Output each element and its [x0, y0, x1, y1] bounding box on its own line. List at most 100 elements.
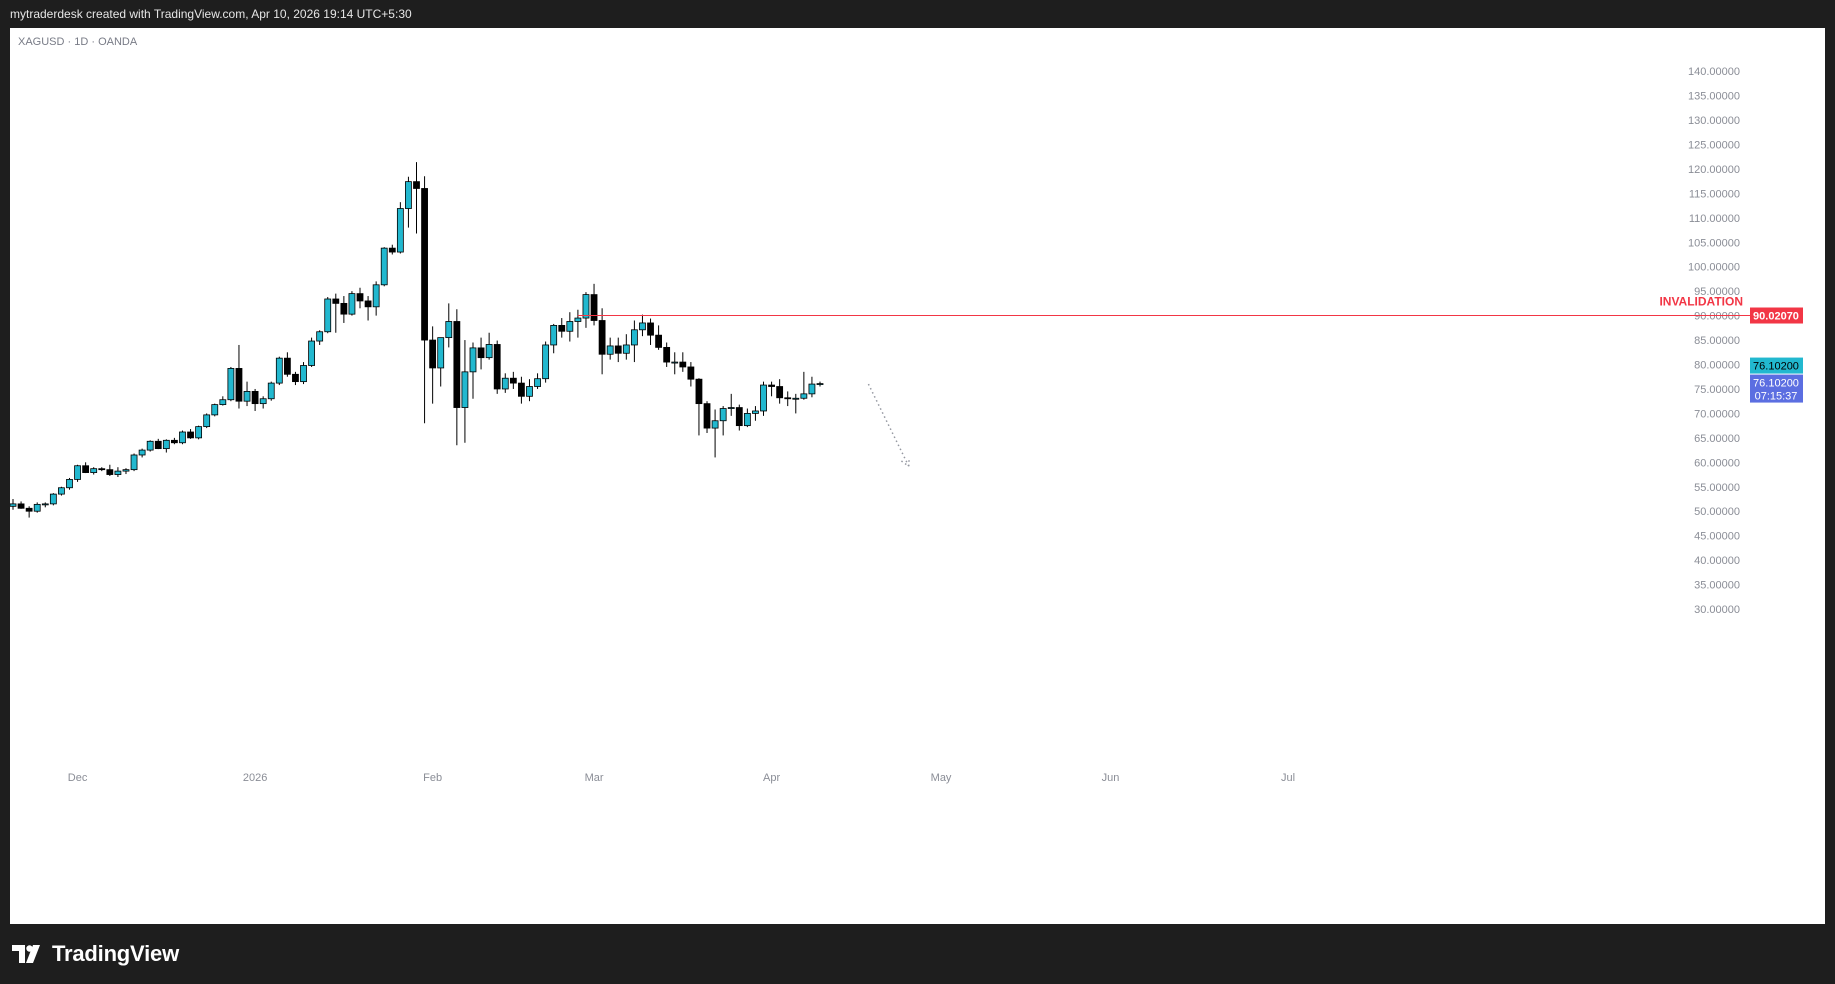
candle-body: [485, 344, 493, 359]
brand-name: TradingView: [52, 941, 179, 966]
y-tick-label: 100.00000: [1688, 262, 1740, 274]
candle-body: [574, 317, 582, 322]
candle-body: [437, 337, 445, 369]
candle-body: [162, 439, 170, 450]
x-tick-label: Jun: [1102, 772, 1120, 784]
candle-body: [364, 300, 372, 308]
candle-body: [542, 344, 550, 380]
candle-body: [614, 345, 622, 354]
candle-body: [356, 293, 364, 302]
candle-body: [461, 371, 469, 408]
candle-body: [74, 465, 81, 480]
candle-body: [308, 340, 315, 366]
candle-body: [348, 293, 356, 315]
candle-body: [598, 320, 606, 355]
candle-body: [534, 378, 541, 387]
candle-body: [227, 368, 235, 401]
y-tick-label: 55.00000: [1694, 482, 1740, 494]
candle-body: [405, 181, 412, 209]
last-price-tag: [1750, 357, 1803, 374]
candle-body: [283, 357, 291, 375]
countdown-time: 07:15:37: [1755, 391, 1798, 403]
candle-body: [421, 188, 428, 341]
chart-area[interactable]: XAGUSD · 1D · OANDA 140.00000 135.00000 13…: [10, 28, 1825, 924]
candle-body: [445, 321, 453, 339]
candle-body: [41, 503, 49, 506]
y-tick-label: 105.00000: [1688, 237, 1740, 249]
candle-body: [647, 322, 654, 336]
candle-body: [800, 393, 808, 399]
candle-body: [98, 468, 106, 471]
candle-body: [203, 414, 211, 428]
candle-body: [582, 294, 590, 319]
candle-body: [292, 373, 299, 383]
candle-body: [25, 507, 33, 512]
candle-body: [275, 357, 283, 384]
candle-body: [639, 322, 646, 331]
candlestick-chart[interactable]: 140.00000 135.00000 130.00000 125.00000 120.…: [10, 28, 1825, 924]
candle-body: [187, 431, 194, 439]
candle-body: [82, 465, 90, 473]
y-tick-label: 65.00000: [1694, 433, 1740, 445]
candle-body: [711, 420, 719, 429]
candle-body: [170, 439, 178, 444]
y-tick-label: 45.00000: [1694, 531, 1740, 543]
candle-body: [735, 407, 743, 427]
candle-body: [663, 346, 671, 363]
projection-arrow-head: [900, 457, 910, 468]
y-tick-label: 80.00000: [1694, 360, 1740, 372]
candle-body: [300, 365, 307, 383]
candle-body: [122, 469, 130, 472]
x-tick-label: Jul: [1281, 772, 1295, 784]
candle-body: [332, 298, 340, 304]
candle-body: [251, 391, 259, 405]
y-tick-label: 140.00000: [1688, 66, 1740, 78]
y-tick-label: 90.00000: [1694, 311, 1740, 323]
candle-body: [195, 426, 203, 439]
candle-body: [324, 298, 332, 333]
candle-body: [388, 247, 396, 253]
y-tick-label: 115.00000: [1689, 188, 1740, 200]
y-tick-label: 125.00000: [1688, 139, 1740, 151]
candle-body: [526, 386, 533, 397]
candle-body: [66, 479, 73, 489]
candle-body: [566, 321, 574, 332]
candle-body: [687, 366, 695, 380]
countdown-price: 76.10200: [1753, 378, 1799, 390]
candle-body: [453, 321, 461, 408]
candle-body: [380, 247, 388, 286]
y-tick-label: 130.00000: [1688, 115, 1740, 127]
candle-body: [179, 431, 186, 444]
brand[interactable]: TradingView: [12, 941, 179, 967]
candle-body: [776, 386, 784, 399]
candle-body: [17, 503, 25, 509]
candle-body: [493, 344, 501, 390]
y-tick-label: 135.00000: [1688, 91, 1740, 103]
x-tick-label: Mar: [585, 772, 604, 784]
candle-body: [703, 403, 711, 429]
x-tick-label: Feb: [423, 772, 442, 784]
candle-body: [58, 487, 65, 495]
y-tick-label: 110.00000: [1689, 213, 1740, 225]
attribution-bar: mytraderdesk created with TradingView.co…: [0, 0, 1835, 28]
candle-body: [235, 368, 243, 402]
projection-arrow-line: [867, 383, 910, 467]
candle-body: [679, 361, 687, 368]
candle-body: [590, 294, 598, 321]
candle-body: [622, 344, 630, 354]
y-tick-label: 50.00000: [1694, 506, 1740, 518]
last-price-value: 76.10200: [1753, 361, 1799, 373]
y-tick-label: 60.00000: [1694, 457, 1740, 469]
candle-body: [792, 397, 800, 400]
candle-body: [114, 470, 122, 475]
symbol-info: XAGUSD · 1D · OANDA: [18, 36, 138, 48]
x-tick-label: May: [931, 772, 952, 784]
y-tick-label: 120.00000: [1688, 164, 1740, 176]
candle-body: [808, 383, 816, 395]
invalidation-price-tag: [1750, 307, 1803, 324]
candle-body: [243, 391, 251, 402]
candle-body: [816, 383, 824, 385]
invalidation-label: INVALIDATION: [1659, 295, 1743, 309]
candle-body: [413, 181, 420, 189]
candle-body: [90, 468, 98, 473]
